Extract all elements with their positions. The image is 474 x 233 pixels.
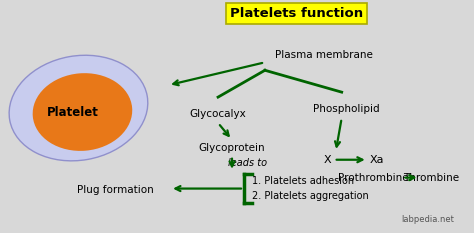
Text: Platelets function: Platelets function <box>230 7 364 20</box>
Text: Thrombine: Thrombine <box>403 173 459 183</box>
Text: labpedia.net: labpedia.net <box>401 215 455 224</box>
Text: Glycoprotein: Glycoprotein <box>199 143 265 153</box>
Ellipse shape <box>9 55 148 161</box>
Text: 2. Platelets aggregation: 2. Platelets aggregation <box>252 191 369 201</box>
Text: Prothrombine: Prothrombine <box>337 173 408 183</box>
Text: Glycocalyx: Glycocalyx <box>190 109 246 119</box>
Text: Phospholipid: Phospholipid <box>313 104 380 114</box>
Text: Plasma membrane: Plasma membrane <box>275 50 373 60</box>
Text: leads to: leads to <box>228 158 267 168</box>
Text: 1. Platelets adhesion: 1. Platelets adhesion <box>252 176 354 186</box>
Text: Plug formation: Plug formation <box>77 185 154 195</box>
Text: Platelet: Platelet <box>46 106 99 119</box>
Text: X: X <box>324 155 331 165</box>
Text: Xa: Xa <box>369 155 384 165</box>
Ellipse shape <box>33 73 132 151</box>
